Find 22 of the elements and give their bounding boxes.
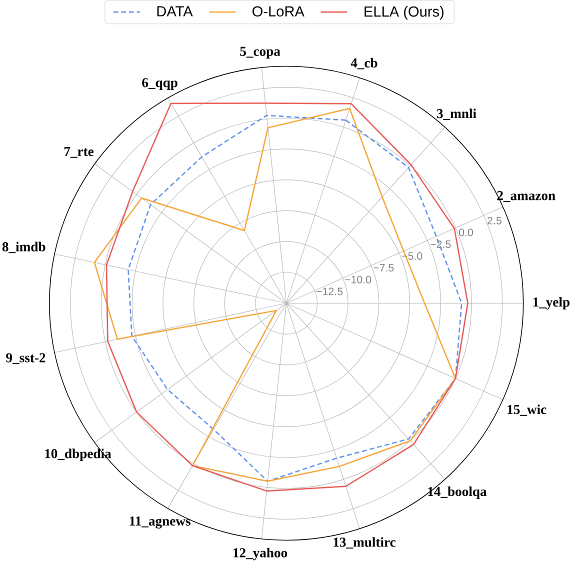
y-tick-label: 2.5 [488, 216, 502, 224]
spoke-label: 9_sst-2 [6, 353, 46, 364]
y-tick-label: −12.5 [316, 288, 343, 296]
spoke-label: 8_imdb [2, 242, 46, 254]
y-tick-label: −10.0 [345, 276, 372, 284]
spoke-label: 13_multirc [334, 537, 396, 548]
legend-label: DATA [157, 6, 193, 16]
y-tick-label: −7.5 [374, 264, 394, 272]
spoke-label: 3_mnli [437, 108, 476, 120]
y-tick-label: 0.0 [458, 228, 473, 236]
spoke-label: 7_rte [64, 146, 94, 158]
spoke-label: 1_yelp [533, 296, 570, 310]
spoke-label: 11_agnews [130, 516, 190, 528]
y-tick-label: −2.5 [430, 240, 451, 248]
spoke-label: 4_cb [350, 58, 378, 70]
spoke-label: 5_copa [240, 46, 280, 59]
spoke-label: 15_wic [508, 404, 546, 416]
spoke-label: 12_yahoo [234, 548, 288, 560]
spoke-label: 6_qqp [142, 78, 178, 90]
legend-label: ELLA (Ours) [364, 6, 444, 20]
legend-label: O-LoRA [252, 6, 304, 16]
spoke-label: 14_boolqa [428, 486, 487, 499]
